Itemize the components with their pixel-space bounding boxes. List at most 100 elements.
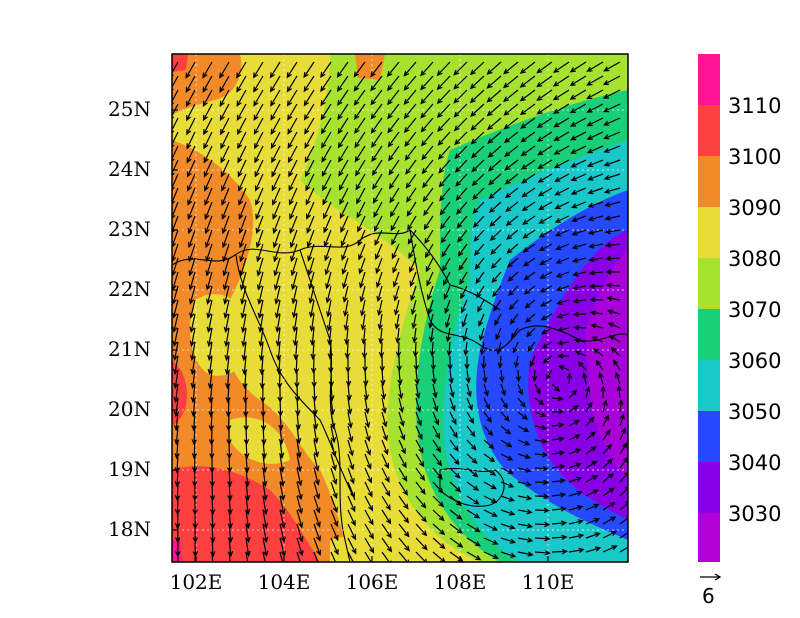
- wind-arrow: [483, 551, 499, 559]
- wind-arrow: [445, 327, 451, 343]
- wind-arrow: [449, 397, 456, 412]
- wind-arrow: [466, 509, 481, 519]
- wind-arrow: [466, 397, 473, 411]
- wind-arrow: [338, 173, 349, 191]
- wind-arrow: [568, 389, 578, 399]
- wind-arrow: [536, 61, 553, 74]
- wind-arrow: [463, 341, 469, 356]
- wind-arrow: [185, 75, 196, 94]
- wind-arrow: [223, 299, 230, 319]
- wind-arrow: [364, 411, 371, 429]
- wind-arrow: [330, 495, 338, 514]
- wind-arrow: [488, 201, 502, 214]
- wind-arrow: [460, 299, 468, 314]
- wind-arrow: [469, 61, 485, 76]
- wind-arrow: [553, 159, 570, 169]
- wind-arrow: [270, 89, 281, 107]
- wind-arrow: [521, 173, 536, 184]
- wind-arrow: [186, 159, 196, 178]
- wind-arrow: [172, 229, 179, 248]
- wind-arrow: [356, 187, 366, 205]
- wind-arrow: [376, 285, 383, 303]
- lat-label-23n: 23N: [108, 217, 151, 241]
- wind-arrow: [238, 229, 247, 249]
- wind-arrow: [502, 89, 519, 103]
- wind-arrow: [572, 284, 587, 291]
- wind-arrow: [222, 271, 230, 291]
- wind-arrow: [205, 271, 213, 291]
- wind-arrow: [354, 103, 366, 120]
- wind-arrow: [204, 201, 213, 221]
- wind-arrow: [296, 537, 304, 557]
- wind-arrow: [404, 131, 417, 147]
- wind-arrow: [381, 425, 388, 442]
- wind-arrow: [585, 460, 598, 469]
- wind-arrow: [279, 467, 285, 487]
- wind-arrow: [381, 397, 387, 414]
- wind-arrow: [203, 131, 213, 150]
- wind-arrow: [238, 201, 247, 220]
- wind-arrow: [466, 481, 480, 491]
- wind-arrow: [303, 89, 315, 107]
- wind-arrow: [587, 173, 604, 181]
- wind-arrow: [398, 453, 407, 469]
- wind-arrow: [444, 313, 451, 329]
- wind-arrow: [359, 271, 366, 289]
- wind-arrow: [202, 103, 213, 122]
- wind-arrow: [570, 159, 587, 168]
- wind-arrow: [570, 201, 587, 209]
- wind-arrow: [203, 159, 213, 178]
- wind-arrow: [590, 323, 604, 329]
- wind-arrow: [500, 453, 514, 461]
- wind-arrow: [551, 464, 566, 470]
- wind-arrow: [503, 61, 519, 75]
- wind-arrow: [288, 173, 298, 192]
- wind-arrow: [474, 257, 485, 270]
- wind-arrow: [470, 131, 485, 145]
- wind-arrow: [403, 103, 417, 120]
- wind-arrow: [604, 215, 621, 221]
- wind-arrow: [270, 75, 281, 93]
- shade-3020: [585, 250, 628, 480]
- wind-arrow: [551, 383, 561, 393]
- wind-arrow: [515, 369, 522, 383]
- reference-vector-label: 6: [702, 584, 715, 608]
- wind-arrow: [279, 495, 286, 515]
- wind-arrow: [551, 436, 565, 442]
- wind-arrow: [388, 145, 400, 162]
- lat-label-24n: 24N: [108, 157, 151, 181]
- wind-arrow: [370, 103, 383, 120]
- wind-arrow: [308, 285, 315, 304]
- wind-arrow: [387, 103, 400, 120]
- wind-arrow: [555, 257, 570, 264]
- wind-arrow: [586, 117, 604, 127]
- wind-arrow: [364, 509, 374, 526]
- wind-arrow: [517, 439, 531, 446]
- wind-arrow: [307, 257, 315, 276]
- wind-arrow: [566, 372, 573, 385]
- wind-arrow: [341, 243, 349, 261]
- wind-arrow: [569, 117, 587, 127]
- wind-arrow: [517, 481, 532, 487]
- wind-arrow: [503, 131, 519, 144]
- wind-arrow: [323, 229, 332, 248]
- wind-arrow: [442, 257, 451, 272]
- wind-arrow: [527, 341, 536, 352]
- wind-arrow: [236, 103, 247, 121]
- wind-arrow: [569, 103, 587, 114]
- wind-arrow: [442, 271, 451, 286]
- wind-arrow: [186, 145, 196, 164]
- wind-arrow: [587, 201, 604, 208]
- wind-arrow: [313, 481, 321, 500]
- wind-arrow: [540, 327, 553, 335]
- wind-arrow: [412, 341, 419, 358]
- wind-arrow: [253, 61, 264, 79]
- wind-arrow: [313, 537, 322, 556]
- wind-arrow: [616, 385, 622, 399]
- wind-arrow: [189, 313, 196, 333]
- wind-arrow: [603, 173, 621, 181]
- wind-arrow: [539, 257, 553, 265]
- wind-arrow: [186, 103, 196, 122]
- wind-arrow: [220, 159, 230, 178]
- wind-arrow: [568, 448, 582, 455]
